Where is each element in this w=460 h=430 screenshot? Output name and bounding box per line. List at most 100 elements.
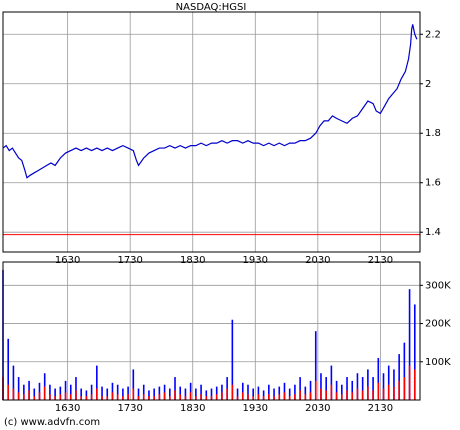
volume-bar bbox=[96, 388, 98, 400]
volume-bar bbox=[304, 386, 307, 400]
volume-bar bbox=[314, 380, 317, 400]
volume-bar bbox=[372, 377, 374, 400]
volume-bar bbox=[23, 384, 25, 400]
footer: (c) www.advfn.com bbox=[4, 417, 100, 428]
volume-bar bbox=[64, 380, 67, 400]
volume-bar bbox=[137, 388, 140, 400]
volume-bar bbox=[221, 392, 223, 400]
volume-bar bbox=[273, 388, 275, 400]
volume-bar bbox=[210, 396, 213, 400]
volume-bar bbox=[252, 396, 254, 400]
volume-bar bbox=[106, 396, 109, 400]
volume-bar bbox=[252, 388, 254, 400]
volume-bar bbox=[200, 384, 202, 400]
volume-bar bbox=[325, 390, 327, 400]
volume-bar bbox=[403, 377, 406, 400]
volume-bar bbox=[367, 369, 369, 400]
volume-bar bbox=[215, 386, 218, 400]
x-tick-label: 1830 bbox=[180, 255, 205, 266]
volume-bar bbox=[341, 384, 343, 400]
volume-bar bbox=[283, 382, 286, 400]
y-tick-label: 2.2 bbox=[425, 29, 441, 40]
volume-bar bbox=[90, 394, 93, 400]
volume-bar bbox=[268, 384, 270, 400]
volume-bar bbox=[75, 377, 77, 400]
volume-bar bbox=[85, 396, 88, 400]
volume-bar bbox=[377, 382, 380, 400]
volume-bar bbox=[43, 386, 46, 400]
volume-bar bbox=[75, 390, 77, 400]
volume-bar bbox=[111, 382, 114, 400]
volume-bar bbox=[247, 394, 249, 400]
volume-bar bbox=[205, 390, 208, 400]
y-tick-label: 100K bbox=[425, 357, 451, 368]
volume-bar bbox=[341, 394, 343, 400]
volume-bar bbox=[288, 388, 291, 400]
volume-bar bbox=[320, 373, 322, 400]
x-tick-label: 1930 bbox=[243, 403, 268, 414]
volume-bar bbox=[262, 390, 265, 400]
volume-bar bbox=[132, 388, 135, 400]
volume-bar bbox=[288, 396, 291, 400]
volume-bar bbox=[398, 354, 400, 400]
volume-bar bbox=[163, 392, 166, 400]
volume-bar bbox=[361, 390, 364, 400]
volume-bar bbox=[351, 380, 354, 400]
volume-bar bbox=[179, 386, 182, 400]
volume-bar bbox=[403, 342, 406, 400]
volume-bar bbox=[356, 388, 359, 400]
volume-bar bbox=[153, 388, 155, 400]
volume-bar bbox=[257, 394, 260, 400]
volume-bar bbox=[96, 365, 98, 400]
volume-bar bbox=[169, 388, 171, 400]
volume-bar bbox=[231, 384, 234, 400]
volume-bar bbox=[106, 388, 109, 400]
volume-bar bbox=[226, 388, 228, 400]
x-tick-label: 1630 bbox=[55, 403, 80, 414]
volume-bar bbox=[335, 380, 338, 400]
volume-bar bbox=[90, 384, 93, 400]
volume-bar bbox=[346, 390, 348, 400]
volume-bar bbox=[382, 388, 385, 400]
volume-bar bbox=[69, 384, 72, 400]
volume-bar bbox=[33, 388, 36, 400]
volume-bar bbox=[23, 394, 25, 400]
y-tick-label: 2 bbox=[425, 79, 431, 90]
chart-title: NASDAQ:HGSI bbox=[176, 2, 247, 13]
volume-bar bbox=[7, 384, 10, 400]
volume-bar bbox=[299, 390, 301, 400]
volume-bar bbox=[262, 396, 265, 400]
y-tick-label: 200K bbox=[425, 319, 451, 330]
volume-bar bbox=[309, 392, 312, 400]
volume-bar bbox=[387, 384, 390, 400]
volume-bar bbox=[101, 396, 103, 400]
volume-bar bbox=[59, 386, 62, 400]
y-tick-label: 300K bbox=[425, 280, 451, 291]
panel-frame bbox=[2, 261, 421, 401]
volume-bar bbox=[158, 394, 161, 400]
volume-bar bbox=[200, 394, 202, 400]
volume-bar bbox=[132, 369, 135, 400]
volume-bar bbox=[215, 394, 218, 400]
y-tick-label: 1.4 bbox=[425, 227, 441, 238]
volume-bar bbox=[273, 396, 275, 400]
volume-bar bbox=[413, 304, 416, 400]
volume-bar bbox=[241, 382, 244, 400]
volume-bar bbox=[184, 388, 187, 400]
volume-bar bbox=[325, 377, 327, 400]
volume-bar bbox=[49, 394, 51, 400]
volume-bar bbox=[408, 289, 411, 400]
volume-bar bbox=[294, 394, 296, 400]
volume-bar bbox=[408, 365, 411, 400]
x-tick-label: 2030 bbox=[305, 403, 330, 414]
volume-bar bbox=[142, 394, 145, 400]
volume-bar bbox=[398, 380, 400, 400]
volume-bar bbox=[205, 396, 208, 400]
volume-bar bbox=[116, 394, 119, 400]
volume-bar bbox=[314, 331, 317, 400]
volume-bar bbox=[330, 365, 333, 400]
volume-bar bbox=[49, 384, 51, 400]
volume-bar bbox=[174, 377, 176, 400]
panel-frame bbox=[2, 11, 421, 253]
volume-bar bbox=[101, 386, 103, 400]
